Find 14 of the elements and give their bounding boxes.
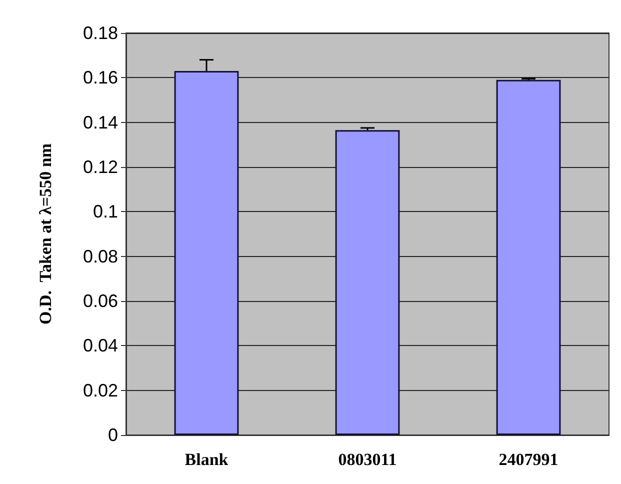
y-tick-label: 0.14 <box>82 112 118 132</box>
x-tick-label: 2407991 <box>498 450 558 469</box>
y-tick-label: 0.04 <box>82 336 118 356</box>
x-tick-label: Blank <box>184 450 229 469</box>
x-tick-label: 0803011 <box>338 450 397 469</box>
y-axis-title: O.D. Taken at λ=550 nm <box>36 144 55 324</box>
y-tick-label: 0.08 <box>82 246 118 266</box>
y-tick-label: 0.1 <box>92 202 118 222</box>
y-tick-label: 0.18 <box>82 23 118 43</box>
y-tick-label: 0.16 <box>82 68 118 88</box>
y-tick-label: 0 <box>108 425 118 445</box>
y-tick-label: 0.12 <box>82 157 118 177</box>
y-tick-label: 0.02 <box>82 380 118 400</box>
y-tick-label: 0.06 <box>82 291 118 311</box>
